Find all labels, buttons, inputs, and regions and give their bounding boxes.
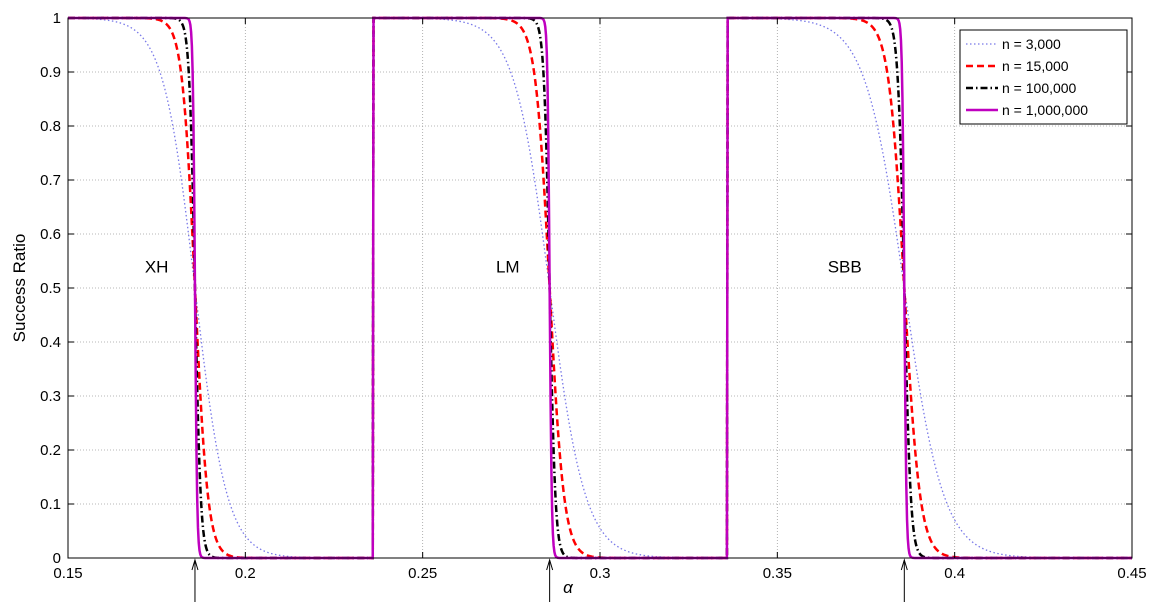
- legend-label: n = 15,000: [1002, 58, 1069, 74]
- y-tick-label: 0.4: [40, 334, 61, 351]
- x-axis-title: α: [563, 578, 574, 597]
- threshold-arrowhead: [546, 558, 554, 571]
- y-tick-label: 1: [53, 10, 61, 27]
- y-tick-label: 0.7: [40, 172, 61, 189]
- y-tick-label: 0.6: [40, 226, 61, 243]
- legend-label: n = 1,000,000: [1002, 102, 1088, 118]
- threshold-annotations: XH LM SBB: [145, 257, 908, 602]
- y-tick-label: 0.1: [40, 496, 61, 513]
- y-axis-title: Success Ratio: [10, 234, 29, 343]
- x-tick-label: 0.2: [235, 565, 256, 582]
- legend-box: [959, 29, 1128, 125]
- threshold-label: XH: [145, 257, 169, 276]
- threshold-label: LM: [496, 257, 520, 276]
- y-tick-label: 0.8: [40, 118, 61, 135]
- y-tick-label: 0.2: [40, 442, 61, 459]
- x-tick-label: 0.45: [1117, 565, 1146, 582]
- y-tick-label: 0.3: [40, 388, 61, 405]
- x-tick-label: 0.15: [53, 565, 82, 582]
- threshold-arrowhead: [191, 558, 199, 571]
- x-tick-label: 0.3: [590, 565, 611, 582]
- y-tick-label: 0.5: [40, 280, 61, 297]
- x-tick-label: 0.25: [408, 565, 437, 582]
- axis-ticks: 0.15 0.2 0.25 0.3 0.35 0.4 0.45 0 0.1 0.2 0.3 0.4 0.…: [40, 10, 1146, 582]
- legend-label: n = 100,000: [1002, 80, 1077, 96]
- legend-label: n = 3,000: [1002, 36, 1061, 52]
- legend: n = 3,000 n = 15,000 n = 100,000 n = 1,000,…: [959, 29, 1128, 125]
- grid-lines: [68, 18, 1132, 558]
- x-tick-label: 0.35: [763, 565, 792, 582]
- series-line: [67, 17, 1132, 559]
- threshold-label: SBB: [828, 257, 862, 276]
- x-tick-label: 0.4: [944, 565, 965, 582]
- threshold-arrowhead: [900, 558, 908, 571]
- y-tick-label: 0: [53, 550, 61, 567]
- y-tick-label: 0.9: [40, 64, 61, 81]
